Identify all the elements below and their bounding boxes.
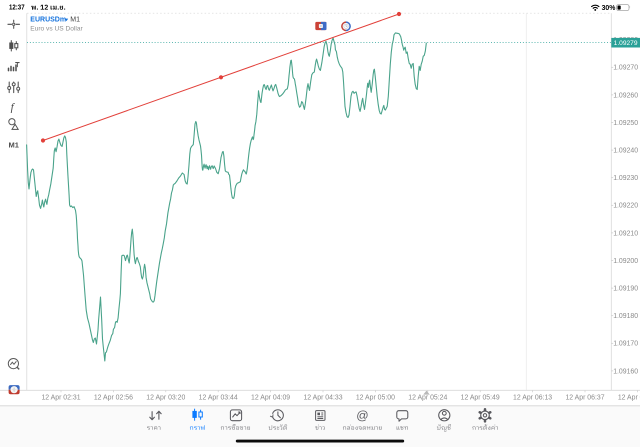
svg-text:12 Apr 04:33: 12 Apr 04:33	[303, 394, 342, 401]
svg-text:12 Apr 06:13: 12 Apr 06:13	[513, 394, 552, 401]
svg-text:30%: 30%	[602, 3, 616, 12]
svg-text:f: f	[11, 101, 16, 113]
svg-text:12 Apr 03:20: 12 Apr 03:20	[146, 394, 185, 401]
svg-text:Euro vs US Dollar: Euro vs US Dollar	[30, 26, 83, 33]
svg-text:M1: M1	[8, 140, 18, 149]
svg-text:12 Apr 05:24: 12 Apr 05:24	[408, 394, 447, 401]
svg-text:M1: M1	[70, 17, 80, 24]
svg-text:12 Apr 03:44: 12 Apr 03:44	[199, 394, 238, 401]
svg-text:12 Apr 04:09: 12 Apr 04:09	[251, 394, 290, 401]
svg-text:1.09260: 1.09260	[613, 92, 638, 99]
svg-text:1.09270: 1.09270	[613, 65, 638, 72]
svg-text:12 Apr 06:37: 12 Apr 06:37	[565, 394, 604, 401]
svg-text:1.09250: 1.09250	[613, 120, 638, 127]
svg-text:1.09210: 1.09210	[613, 230, 638, 237]
svg-text:1.09230: 1.09230	[613, 175, 638, 182]
svg-text:12:37: 12:37	[9, 3, 25, 12]
svg-text:1.09240: 1.09240	[613, 148, 638, 155]
svg-text:1.09220: 1.09220	[613, 203, 638, 210]
svg-text:@: @	[356, 409, 368, 423]
svg-text:12 Apr 05:49: 12 Apr 05:49	[461, 394, 500, 401]
svg-text:1.09160: 1.09160	[613, 368, 638, 375]
svg-text:12 Apr 05:00: 12 Apr 05:00	[356, 394, 395, 401]
svg-text:1.09190: 1.09190	[613, 286, 638, 293]
svg-text:1.09279: 1.09279	[614, 40, 638, 47]
svg-text:EURUSDm: EURUSDm	[30, 17, 66, 24]
svg-text:12 Apr 02:31: 12 Apr 02:31	[41, 394, 80, 401]
svg-text:1.09180: 1.09180	[613, 313, 638, 320]
svg-text:12 Apr 07:01: 12 Apr 07:01	[618, 394, 640, 401]
svg-text:1.09200: 1.09200	[613, 258, 638, 265]
svg-text:1.09170: 1.09170	[613, 341, 638, 348]
svg-text:12 Apr 02:56: 12 Apr 02:56	[94, 394, 133, 401]
